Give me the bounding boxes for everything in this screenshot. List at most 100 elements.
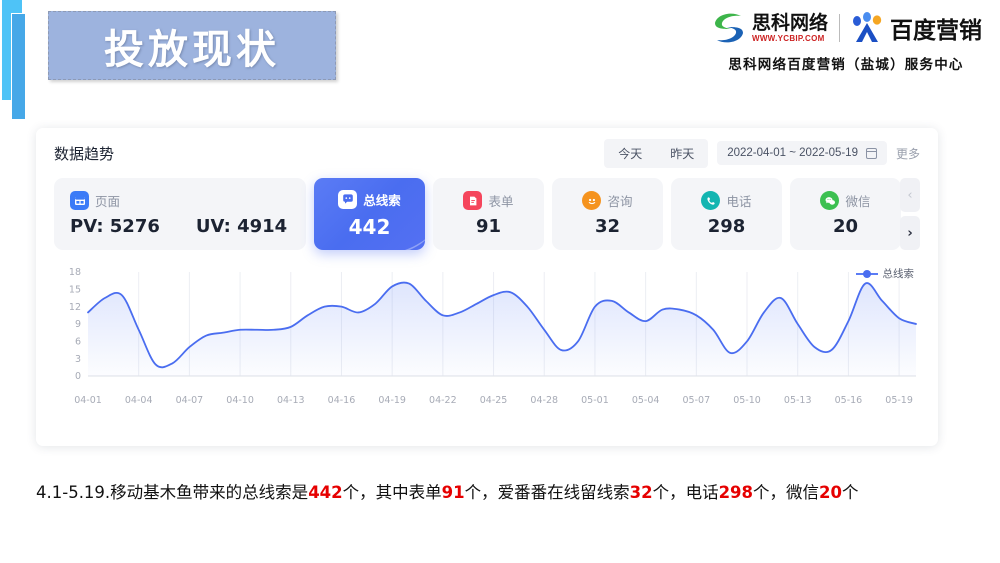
date-range-picker[interactable]: 2022-04-01 ~ 2022-05-19 [717, 141, 887, 165]
partner-name: 百度营销 [890, 18, 982, 44]
caption-text: 个，其中表单 [342, 483, 442, 502]
x-axis-tick: 04-28 [530, 395, 559, 406]
x-axis-tick: 05-07 [682, 395, 711, 406]
caption-highlight: 298 [718, 483, 754, 502]
logo-row: 思科网络 WWW.YCBIP.COM 百度营销 [710, 8, 982, 48]
today-button[interactable]: 今天 [618, 146, 643, 161]
svg-text:6: 6 [75, 337, 81, 348]
caption-text: 个，微信 [753, 483, 820, 502]
x-axis-tick: 05-01 [581, 395, 609, 406]
x-axis-tick: 05-04 [631, 395, 660, 406]
svg-text:15: 15 [69, 285, 81, 296]
x-axis-tick: 04-07 [175, 395, 204, 406]
panel-title: 数据趋势 [54, 144, 115, 163]
x-axis-tick: 04-19 [378, 395, 406, 406]
caption-text: 个，爱番番在线留线索 [464, 483, 630, 502]
legend-marker-icon [855, 269, 878, 278]
carousel-prev-button[interactable]: ‹ [900, 178, 920, 212]
phone-icon [701, 191, 721, 210]
consult-face-icon [582, 191, 602, 210]
x-axis-tick: 05-19 [885, 395, 913, 406]
x-axis-tick: 04-01 [74, 395, 102, 406]
company-url: WWW.YCBIP.COM [751, 33, 825, 43]
metric-card-total-leads[interactable]: 总线索 442 [314, 178, 425, 250]
metric-value: 298 [707, 216, 746, 237]
metric-header: 微信 [820, 191, 871, 210]
caption-text: 个，电话 [652, 483, 719, 502]
metric-label: 表单 [488, 194, 514, 209]
page-title: 投放现状 [104, 26, 280, 73]
header-logo: 思科网络 WWW.YCBIP.COM 百度营销 思科网络百度营销（盐城）服务中心 [710, 8, 982, 73]
chart-canvas: 0 3 6 9 12 15 18 [69, 267, 917, 382]
baidu-paw-icon [851, 12, 885, 44]
date-range-value: 2022-04-01 ~ 2022-05-19 [727, 147, 858, 159]
sike-logo: 思科网络 WWW.YCBIP.COM [710, 9, 828, 47]
metric-label: 咨询 [607, 194, 633, 209]
metric-label: 页面 [95, 194, 121, 209]
metric-header: 咨询 [582, 191, 633, 210]
caption-highlight: 32 [629, 483, 653, 502]
trend-chart: 总线索 0 3 6 9 12 15 18 [54, 264, 920, 392]
uv-value: UV: 4914 [195, 216, 288, 237]
dashboard-panel: 数据趋势 今天 昨天 2022-04-01 ~ 2022-05-19 更多 [36, 128, 938, 446]
x-axis-tick: 05-16 [834, 395, 863, 406]
x-axis-tick: 04-10 [226, 395, 254, 406]
svg-text:18: 18 [69, 267, 81, 278]
metric-card-strip: 页面 PV: 5276 UV: 4914 总线索 [54, 178, 920, 250]
calendar-icon [865, 147, 877, 159]
metric-values: PV: 5276 UV: 4914 [70, 216, 290, 237]
carousel-next-button[interactable]: › [900, 216, 920, 250]
panel-header: 数据趋势 今天 昨天 2022-04-01 ~ 2022-05-19 更多 [36, 128, 938, 178]
s-swirl-icon [710, 9, 748, 47]
x-axis-tick: 04-16 [327, 395, 356, 406]
logo-divider [839, 14, 840, 42]
metric-card-form[interactable]: 表单 91 [433, 178, 544, 250]
metric-header: 电话 [701, 191, 752, 210]
metric-card-phone[interactable]: 电话 298 [671, 178, 782, 250]
legend-label: 总线索 [882, 268, 915, 280]
metric-header: 总线索 [338, 189, 401, 209]
metric-card-wechat[interactable]: 微信 20 [790, 178, 901, 250]
baidu-logo: 百度营销 [851, 11, 982, 45]
wechat-icon [820, 191, 840, 210]
x-axis-tick: 04-22 [429, 395, 457, 406]
svg-text:12: 12 [69, 302, 81, 313]
panel-header-controls: 今天 昨天 2022-04-01 ~ 2022-05-19 更多 [604, 138, 920, 168]
metric-header: 页面 [70, 191, 290, 210]
company-name: 思科网络 [751, 11, 828, 34]
metric-header: 表单 [463, 191, 514, 210]
more-link[interactable]: 更多 [895, 146, 920, 161]
metric-label: 总线索 [363, 192, 401, 208]
metric-value: 20 [832, 216, 859, 237]
metric-card-consult[interactable]: 咨询 32 [552, 178, 663, 250]
x-axis-tick: 05-10 [733, 395, 761, 406]
metric-card-page[interactable]: 页面 PV: 5276 UV: 4914 [54, 178, 306, 250]
x-axis-tick: 05-13 [783, 395, 812, 406]
yesterday-button[interactable]: 昨天 [670, 146, 695, 161]
x-axis-tick: 04-04 [124, 395, 153, 406]
metric-value: 32 [594, 216, 621, 237]
chart-legend[interactable]: 总线索 [855, 266, 915, 281]
svg-text:9: 9 [75, 319, 81, 330]
logo-subtitle: 思科网络百度营销（盐城）服务中心 [728, 57, 964, 73]
summary-caption: 4.1-5.19.移动基木鱼带来的总线索是442个，其中表单91个，爱番番在线留… [36, 479, 966, 503]
card-carousel-nav: ‹ › [900, 178, 920, 250]
pv-value: PV: 5276 [70, 216, 160, 237]
page-window-icon [70, 191, 89, 210]
caption-text: 个 [842, 483, 859, 502]
sike-text: 思科网络 WWW.YCBIP.COM [751, 11, 828, 43]
x-axis-tick: 04-25 [479, 395, 508, 406]
chat-bubble-icon [338, 189, 358, 209]
form-doc-icon [463, 191, 483, 210]
metric-label: 微信 [845, 194, 871, 209]
metric-value: 442 [348, 214, 391, 239]
svg-text:0: 0 [75, 371, 81, 382]
x-axis-tick: 04-13 [276, 395, 305, 406]
metric-value: 91 [475, 216, 502, 237]
metric-label: 电话 [726, 194, 752, 209]
caption-highlight: 91 [441, 483, 465, 502]
caption-highlight: 20 [819, 483, 842, 502]
caption-text: 4.1-5.19.移动基木鱼带来的总线索是 [36, 483, 309, 502]
date-quick-buttons: 今天 昨天 [604, 138, 709, 168]
